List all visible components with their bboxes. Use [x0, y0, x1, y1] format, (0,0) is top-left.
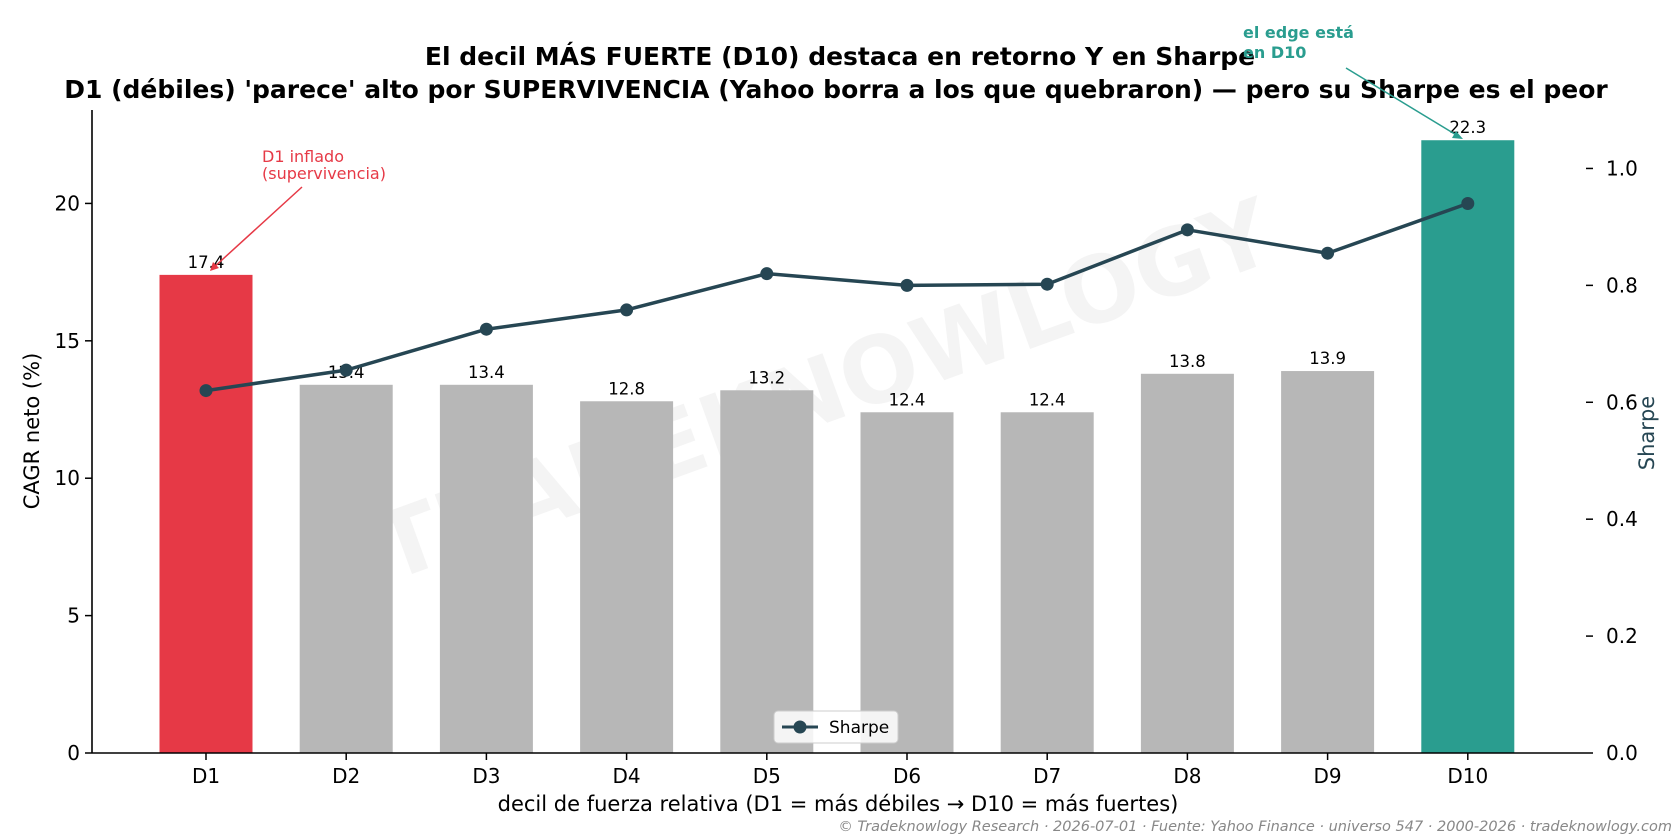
- x-tick-label-d9: D9: [1314, 764, 1342, 788]
- sharpe-point-d6: [900, 278, 914, 292]
- sharpe-point-d2: [339, 363, 353, 377]
- y-left-tick-label: 10: [55, 466, 80, 490]
- sharpe-line: [205, 201, 1469, 393]
- bar-value-label-d3: 13.4: [468, 363, 505, 382]
- y-right-tick-label: 0.0: [1606, 741, 1638, 765]
- x-tick-label-d1: D1: [192, 764, 220, 788]
- bar-value-label-d6: 12.4: [889, 390, 926, 409]
- bar-value-labels: 17.413.413.412.813.212.412.413.813.922.3: [188, 118, 1487, 409]
- legend-sharpe-marker: [793, 720, 807, 734]
- y-axis-right-label: Sharpe: [1635, 396, 1659, 470]
- x-tick-label-d10: D10: [1447, 764, 1488, 788]
- y-right-tick-label: 0.2: [1606, 624, 1638, 648]
- sharpe-series: [199, 197, 1475, 398]
- annotation-d10-line1: el edge está: [1243, 23, 1354, 42]
- x-tick-label-d8: D8: [1173, 764, 1201, 788]
- annotation-d10-arrow: [1345, 67, 1459, 137]
- footer-credits: © Tradeknowlogy Research · 2026-07-01 · …: [838, 819, 1672, 835]
- bar-value-label-d7: 12.4: [1029, 390, 1066, 409]
- bar-d6: [860, 412, 954, 753]
- y-left-tick-label: 5: [67, 604, 80, 628]
- bar-value-label-d8: 13.8: [1169, 352, 1206, 371]
- bar-value-label-d9: 13.9: [1309, 349, 1346, 368]
- bar-d9: [1281, 371, 1375, 753]
- y-right-tick-label: 0.8: [1606, 273, 1638, 297]
- annotations: D1 inflado (supervivencia) el edge está …: [210, 23, 1463, 271]
- x-tick-label-d2: D2: [332, 764, 360, 788]
- annotation-d1-arrowhead: [210, 262, 219, 271]
- annotation-d10-line2: en D10: [1243, 43, 1306, 62]
- chart-title-line1: El decil MÁS FUERTE (D10) destaca en ret…: [425, 42, 1255, 71]
- chart-title-line2: D1 (débiles) 'parece' alto por SUPERVIVE…: [64, 75, 1608, 104]
- legend-box: [773, 710, 899, 744]
- bar-d4: [580, 401, 674, 753]
- sharpe-point-d9: [1321, 246, 1335, 260]
- sharpe-point-d4: [620, 303, 634, 317]
- bar-value-label-d10: 22.3: [1449, 118, 1486, 137]
- x-tick-label-d3: D3: [472, 764, 500, 788]
- sharpe-point-d8: [1180, 223, 1194, 237]
- sharpe-point-d10: [1461, 197, 1475, 211]
- legend: Sharpe: [773, 710, 899, 744]
- sharpe-point-d7: [1040, 277, 1054, 291]
- x-axis-ticks: D1 D2 D3 D4 D5 D6 D7 D8 D9 D10: [192, 753, 1488, 788]
- x-axis-label: decil de fuerza relativa (D1 = más débil…: [498, 792, 1179, 816]
- y-axis-right-ticks: 0.0 0.2 0.4 0.6 0.8 1.0: [1586, 156, 1638, 765]
- bar-value-label-d4: 12.8: [608, 379, 645, 398]
- y-left-tick-label: 0: [67, 741, 80, 765]
- y-axis-left-label: CAGR neto (%): [20, 353, 44, 510]
- sharpe-point-d3: [479, 322, 493, 336]
- x-tick-label-d7: D7: [1033, 764, 1061, 788]
- y-left-tick-label: 15: [55, 329, 80, 353]
- legend-sharpe-label: Sharpe: [829, 718, 889, 738]
- y-right-tick-label: 0.4: [1606, 507, 1638, 531]
- y-axis-left-ticks: 0 5 10 15 20: [55, 191, 92, 765]
- x-tick-label-d5: D5: [753, 764, 781, 788]
- x-tick-label-d6: D6: [893, 764, 921, 788]
- bar-d3: [439, 384, 533, 753]
- y-left-tick-label: 20: [55, 191, 80, 215]
- bar-series: [159, 140, 1515, 753]
- y-right-tick-label: 1.0: [1606, 156, 1638, 180]
- bar-d5: [720, 390, 814, 753]
- annotation-d1-line1: D1 inflado: [262, 147, 344, 166]
- bar-value-label-d5: 13.2: [748, 368, 785, 387]
- annotation-d10-arrowhead: [1452, 131, 1463, 139]
- sharpe-point-d5: [760, 267, 774, 281]
- bar-d7: [1000, 412, 1094, 753]
- bar-d8: [1140, 373, 1234, 753]
- y-right-tick-label: 0.6: [1606, 390, 1638, 414]
- x-tick-label-d4: D4: [613, 764, 641, 788]
- annotation-d1-arrow: [211, 186, 303, 270]
- bar-d2: [299, 384, 393, 753]
- bar-d1: [159, 274, 253, 753]
- annotation-d1-line2: (supervivencia): [262, 164, 386, 183]
- bar-d10: [1421, 140, 1515, 753]
- sharpe-point-d1: [199, 384, 213, 398]
